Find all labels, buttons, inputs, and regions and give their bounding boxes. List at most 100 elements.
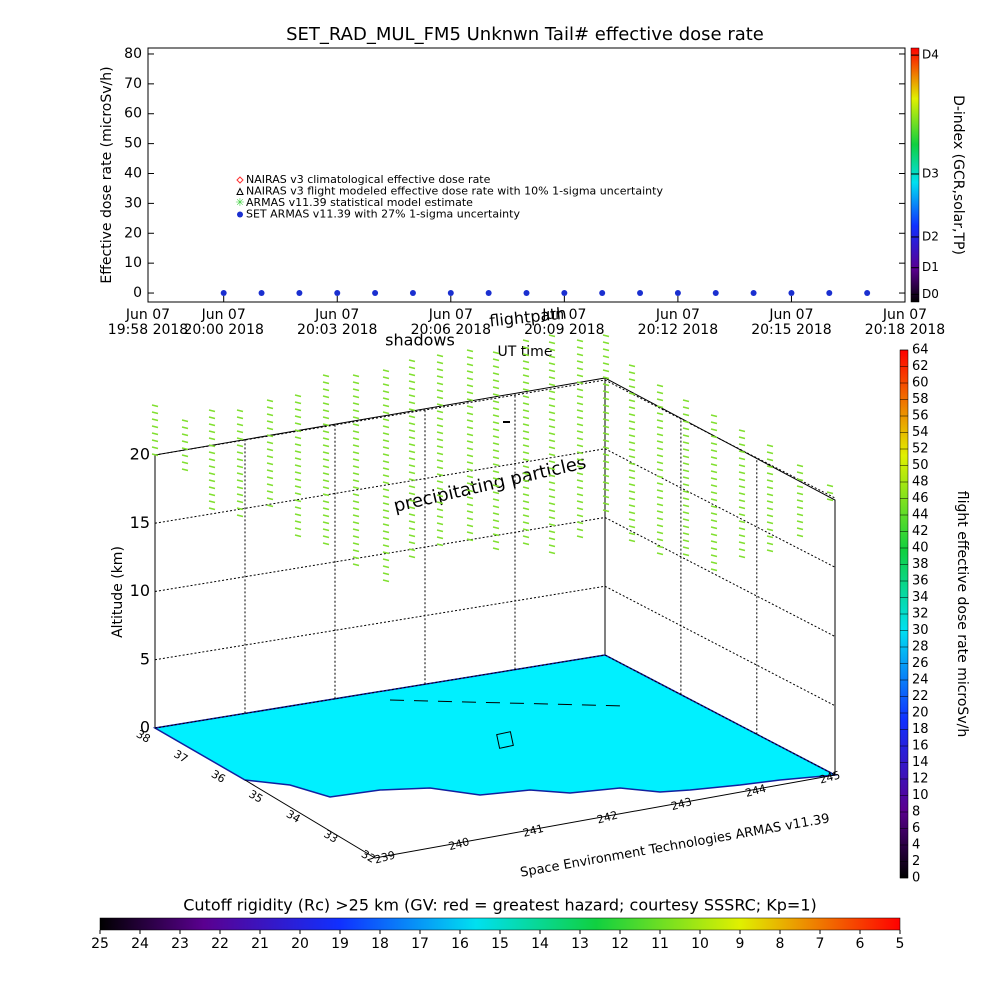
particle-dash	[352, 535, 360, 539]
particle-dash	[796, 513, 804, 517]
particle-dash	[382, 523, 390, 527]
particle-dash	[710, 498, 718, 502]
colorbar-tick-label: 18	[912, 722, 929, 737]
particle-dash	[436, 487, 444, 491]
cutoff-surface	[152, 654, 838, 798]
particle-dash	[522, 402, 530, 406]
particle-dash	[548, 355, 556, 359]
particle-dash	[408, 541, 416, 545]
particle-dash	[576, 367, 584, 371]
particle-dash	[181, 433, 189, 437]
plot-frame	[147, 47, 906, 303]
colorbar-tick-label: 60	[912, 376, 929, 391]
y-tick-label: 60	[124, 106, 142, 122]
particle-dash	[208, 486, 216, 490]
particle-dash	[602, 481, 610, 485]
particle-dash	[208, 430, 216, 434]
particle-dash	[656, 454, 664, 458]
particle-dash	[408, 436, 416, 440]
particle-dash	[236, 437, 244, 441]
particle-dash	[710, 512, 718, 516]
particle-dash	[322, 528, 330, 532]
particle-dash	[548, 397, 556, 401]
particle-dash	[628, 525, 636, 529]
particle-dash	[382, 453, 390, 457]
particle-dash	[682, 406, 690, 410]
particle-dash	[294, 450, 302, 454]
particle-dash	[548, 544, 556, 548]
colorbar-tick-label: D0	[922, 287, 939, 301]
particle-dash	[322, 542, 330, 546]
particle-dash	[408, 450, 416, 454]
particle-dash	[294, 422, 302, 426]
particle-dash	[382, 558, 390, 562]
particle-dash	[548, 362, 556, 366]
particle-dash	[576, 479, 584, 483]
particle-dash	[466, 405, 474, 409]
particle-dash	[266, 434, 274, 438]
particle-dash	[466, 475, 474, 479]
particle-dash	[352, 409, 360, 413]
particle-dash	[602, 439, 610, 443]
grid-line	[154, 448, 836, 568]
x-tick-label: Jun 07 20:00 2018	[183, 307, 264, 338]
particle-dash	[548, 404, 556, 408]
particle-dash	[602, 355, 610, 359]
z-axis-label: Altitude (km)	[110, 546, 126, 638]
particle-dash	[602, 418, 610, 422]
particle-dash	[294, 401, 302, 405]
particle-dash	[466, 419, 474, 423]
x-tick-label: Jun 07 20:18 2018	[864, 307, 946, 338]
y-tick-label: 20	[124, 225, 142, 241]
particle-dash	[382, 411, 390, 415]
particle-dash	[436, 543, 444, 547]
particle-dash	[382, 397, 390, 401]
particle-dash	[436, 522, 444, 526]
particle-dash	[602, 502, 610, 506]
colorbar-tick-label: 52	[912, 442, 929, 457]
particle-dash	[576, 409, 584, 413]
particle-dash	[682, 448, 690, 452]
particle-dash	[492, 379, 500, 383]
particle-dash	[682, 434, 690, 438]
particle-dash	[408, 380, 416, 384]
cutoff-colorbar	[99, 917, 901, 931]
particle-dash	[466, 440, 474, 444]
particle-dash	[294, 415, 302, 419]
particle-dash	[294, 492, 302, 496]
particle-dash	[408, 492, 416, 496]
particle-dash	[408, 513, 416, 517]
grid-line	[154, 516, 836, 637]
colorbar-tick-label: 50	[912, 458, 929, 473]
particle-dash	[738, 492, 746, 496]
particle-dash	[602, 474, 610, 478]
particle-dash	[436, 424, 444, 428]
data-point	[334, 290, 341, 297]
particle-dash	[522, 465, 530, 469]
x-tick-label: 241	[521, 822, 545, 840]
particle-dash	[548, 537, 556, 541]
particle-dash	[382, 369, 390, 373]
data-point	[788, 290, 795, 297]
particle-dash	[682, 518, 690, 522]
particle-dash	[294, 436, 302, 440]
particle-dash	[151, 418, 159, 422]
particle-dash	[181, 426, 189, 430]
particle-dash	[322, 535, 330, 539]
particle-dash	[628, 490, 636, 494]
particle-dash	[628, 511, 636, 515]
particle-dash	[322, 423, 330, 427]
particle-dash	[382, 502, 390, 506]
particle-dash	[466, 461, 474, 465]
particle-dash	[522, 528, 530, 532]
y-tick-label: 80	[124, 46, 142, 62]
particle-dash	[382, 432, 390, 436]
particle-dash	[266, 441, 274, 445]
particle-dash	[151, 446, 159, 450]
particle-dash	[602, 488, 610, 492]
particle-dash	[492, 540, 500, 544]
colorbar-tick-label: 11	[651, 936, 669, 952]
particle-dash	[294, 464, 302, 468]
particle-dash	[710, 421, 718, 425]
